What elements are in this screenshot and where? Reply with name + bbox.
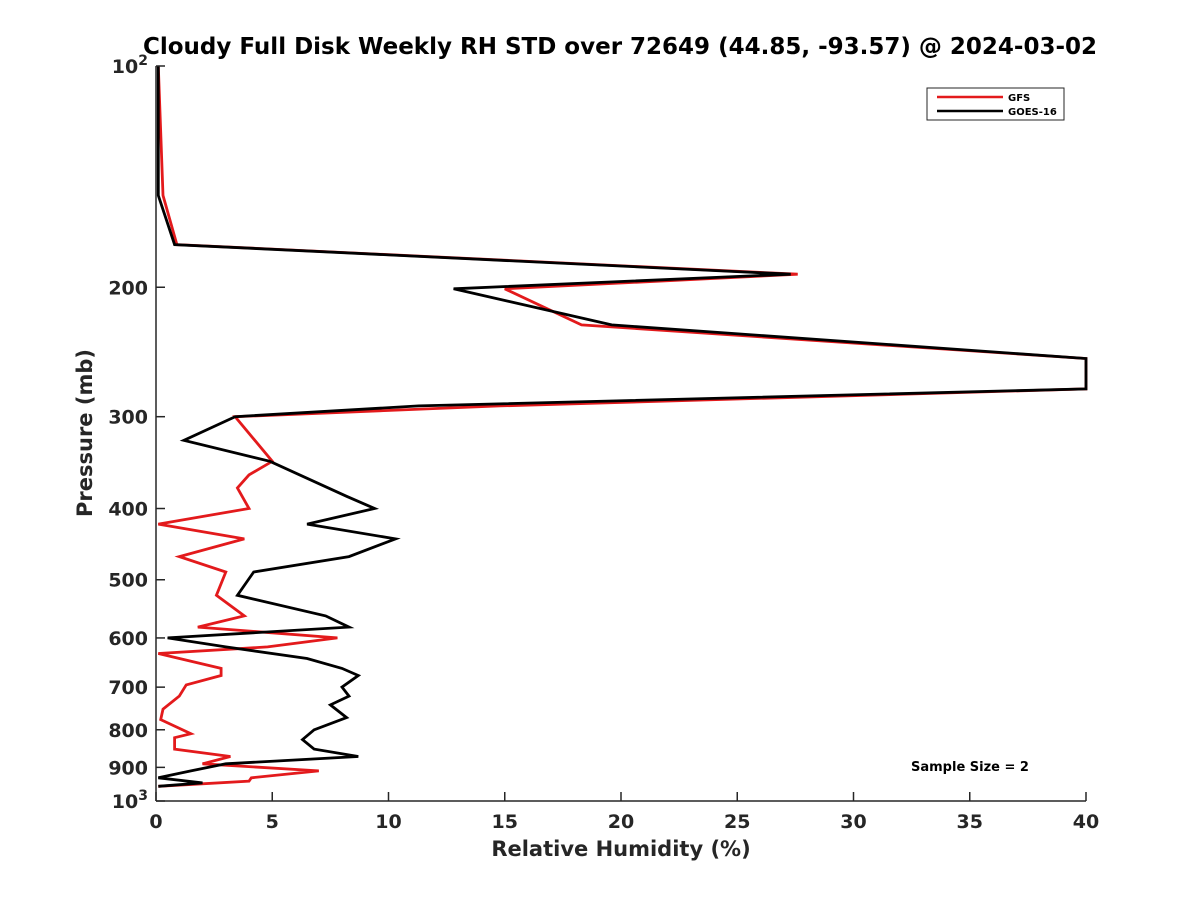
legend: GFS GOES-16 — [926, 87, 1065, 121]
x-tick-label: 15 — [492, 811, 518, 833]
y-tick-label: 400 — [108, 499, 148, 521]
x-tick-label: 20 — [608, 811, 634, 833]
y-axis-label: Pressure (mb) — [73, 349, 97, 517]
y-tick-label: 900 — [108, 757, 148, 779]
sample-size-annotation: Sample Size = 2 — [911, 760, 1029, 775]
x-axis-label: Relative Humidity (%) — [491, 837, 750, 861]
y-ticks: 102 200 300 400 500 600 700 800 900 103 — [108, 53, 165, 813]
x-tick-label: 25 — [724, 811, 750, 833]
y-tick-label: 500 — [108, 570, 148, 592]
legend-label-gfs: GFS — [1008, 93, 1030, 104]
y-tick-label: 103 — [112, 788, 148, 813]
x-tick-label: 5 — [266, 811, 279, 833]
x-tick-label: 30 — [840, 811, 866, 833]
y-tick-label: 300 — [108, 407, 148, 429]
x-tick-label: 40 — [1073, 811, 1099, 833]
x-tick-label: 0 — [149, 811, 162, 833]
series-layer — [156, 65, 1088, 788]
y-tick-label: 700 — [108, 677, 148, 699]
y-tick-label: 600 — [108, 628, 148, 650]
y-tick-label: 102 — [112, 53, 148, 78]
y-tick-label: 200 — [108, 277, 148, 299]
x-tick-label: 10 — [375, 811, 401, 833]
series-line-goes-16 — [156, 66, 1088, 788]
legend-box — [926, 87, 1065, 121]
y-tick-label: 800 — [108, 720, 148, 742]
legend-label-goes-16: GOES-16 — [1008, 107, 1057, 118]
x-tick-label: 35 — [957, 811, 983, 833]
x-ticks: 0 5 10 15 20 25 30 35 40 — [149, 792, 1099, 833]
chart-title: Cloudy Full Disk Weekly RH STD over 7264… — [143, 34, 1097, 60]
